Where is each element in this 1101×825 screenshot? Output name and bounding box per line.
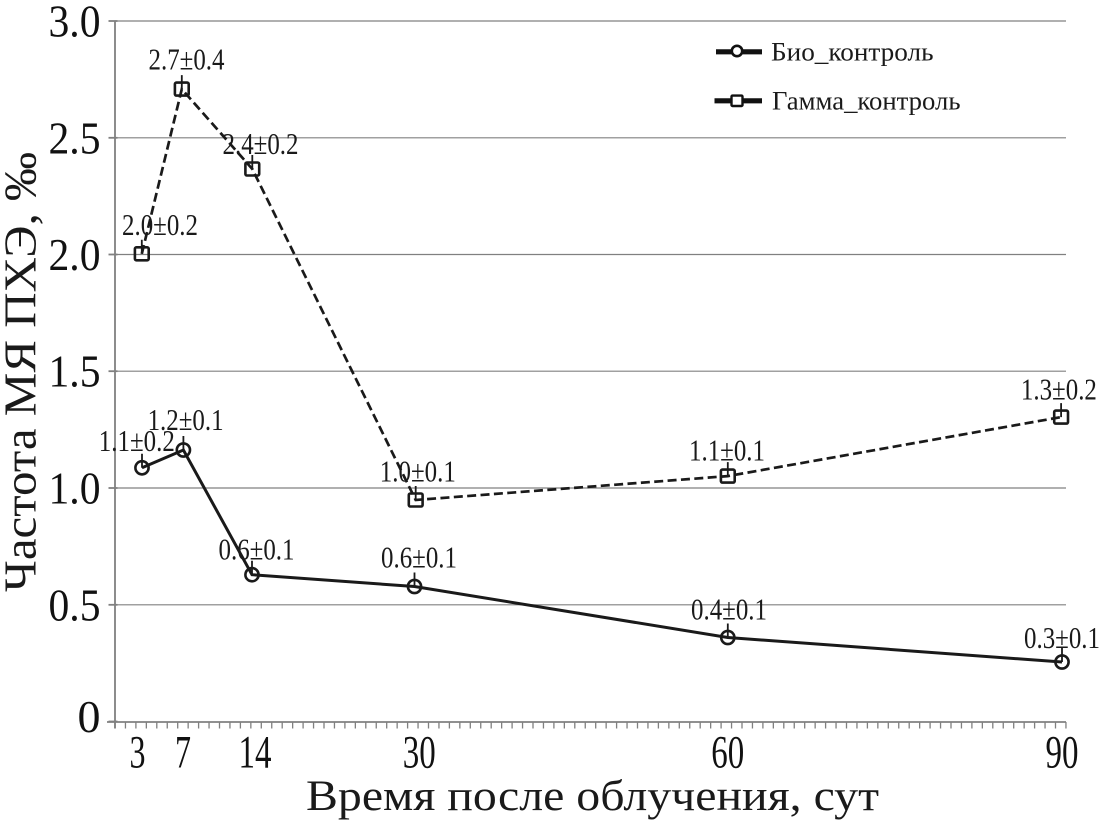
svg-text:2.5: 2.5 [49,112,101,163]
svg-text:1.0: 1.0 [49,463,101,514]
svg-text:3: 3 [130,727,146,779]
svg-text:2.0: 2.0 [49,229,101,280]
svg-text:Био_контроль: Био_контроль [771,38,934,67]
svg-text:Время после облучения, сут: Время после облучения, сут [306,773,879,820]
svg-text:0.3±0.1: 0.3±0.1 [1024,620,1100,655]
svg-text:1.1±0.2: 1.1±0.2 [99,423,175,458]
svg-text:14: 14 [239,727,272,779]
svg-text:1.2±0.1: 1.2±0.1 [148,402,224,437]
svg-text:1.0±0.1: 1.0±0.1 [380,454,456,489]
svg-text:0.4±0.1: 0.4±0.1 [691,592,767,627]
svg-text:0.5: 0.5 [49,579,101,630]
svg-text:0: 0 [78,691,101,742]
svg-text:1.5: 1.5 [49,346,101,397]
svg-text:0.6±0.1: 0.6±0.1 [219,532,295,567]
svg-text:7: 7 [175,727,191,779]
svg-text:0.6±0.1: 0.6±0.1 [381,540,457,575]
svg-text:1.3±0.2: 1.3±0.2 [1021,371,1097,406]
svg-text:60: 60 [711,727,744,779]
svg-text:90: 90 [1046,727,1079,779]
svg-text:1.1±0.1: 1.1±0.1 [689,433,765,468]
svg-text:30: 30 [403,727,436,779]
svg-text:Гамма_контроль: Гамма_контроль [772,87,961,116]
svg-text:2.7±0.4: 2.7±0.4 [149,42,225,77]
svg-text:Частота МЯ ПХЭ, ‰: Частота МЯ ПХЭ, ‰ [0,152,46,592]
svg-text:3.0: 3.0 [49,0,101,47]
svg-text:2.4±0.2: 2.4±0.2 [223,126,299,161]
svg-text:2.0±0.2: 2.0±0.2 [122,207,198,242]
